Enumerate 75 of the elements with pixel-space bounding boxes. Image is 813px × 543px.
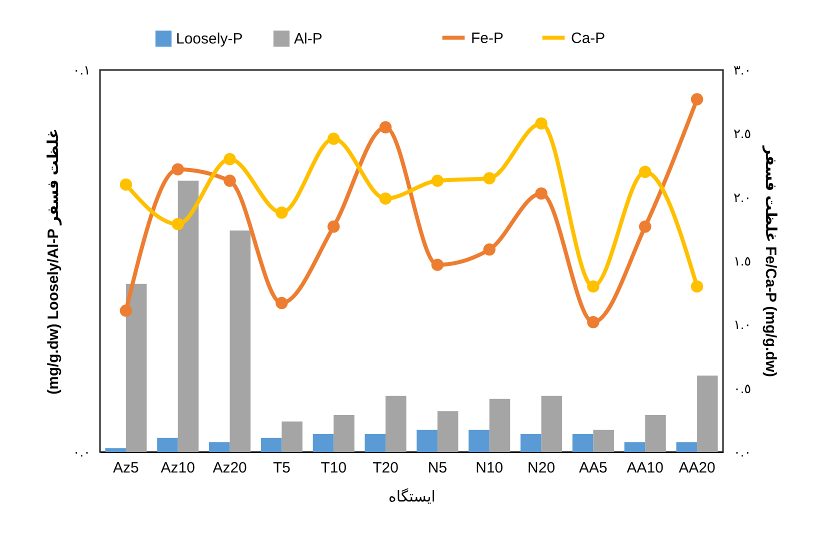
x-tick-label: AA20: [678, 460, 716, 476]
bar: [489, 398, 510, 452]
point: [587, 280, 600, 293]
x-tick-label: N10: [476, 460, 504, 476]
y2-tick-label: ١.٠: [734, 317, 752, 332]
bar: [416, 430, 438, 452]
x-tick-label: T20: [372, 460, 398, 476]
point: [276, 296, 288, 310]
bar: [676, 442, 698, 452]
point: [535, 187, 548, 200]
point: [483, 172, 496, 184]
x-tick-label: T10: [320, 460, 347, 476]
x-tick-label: N5: [428, 460, 448, 476]
point: [587, 316, 600, 328]
x-tick-label: N20: [528, 460, 556, 476]
point: [483, 243, 496, 256]
x-tick-label: Az10: [160, 460, 195, 476]
bar: [105, 448, 126, 452]
legend-label: Fe-P: [471, 30, 504, 47]
point: [431, 174, 444, 187]
point: [224, 153, 236, 166]
point: [379, 121, 392, 134]
y2-tick-label: ٢.٥: [734, 126, 752, 142]
point: [431, 258, 444, 271]
bar: [697, 376, 718, 452]
bar: [386, 396, 406, 452]
x-tick-label: Az20: [212, 460, 247, 476]
bar: [209, 442, 230, 452]
point: [224, 174, 236, 187]
point: [328, 220, 340, 233]
point: [120, 304, 132, 317]
point: [690, 280, 704, 293]
bar: [437, 411, 458, 452]
bar: [126, 284, 147, 452]
legend-label: Ca-P: [571, 30, 606, 47]
point: [172, 163, 184, 176]
point: [328, 132, 340, 145]
bar: [520, 434, 542, 452]
point: [639, 166, 652, 178]
bar: [157, 438, 178, 452]
y2-tick-label: ٠.٥: [734, 380, 752, 396]
bar: [541, 396, 562, 452]
point: [690, 93, 704, 106]
legend-label: Loosely-P: [176, 30, 243, 48]
point: [172, 218, 184, 230]
x-tick-label: Az5: [113, 460, 139, 476]
bar: [312, 434, 334, 452]
x-tick-label: T5: [272, 460, 290, 476]
bar: [334, 414, 354, 452]
bar: [282, 421, 302, 452]
bar: [230, 230, 251, 452]
y-tick-label: ٠.١: [72, 62, 90, 78]
point: [379, 192, 392, 205]
point: [120, 178, 132, 191]
y-axis-title: (mg/g.dw) Loosely/Al-P غلظت فسفر: [44, 128, 62, 394]
x-tick-label: AA5: [579, 460, 608, 476]
bar: [645, 414, 666, 452]
y2-tick-label: ٣.٠: [734, 62, 752, 78]
point: [535, 117, 548, 130]
bar: [593, 430, 614, 452]
y2-tick-label: ٢.٠: [734, 190, 752, 205]
y2-tick-label: ١.٥: [734, 254, 752, 268]
bar: [260, 438, 282, 452]
x-tick-label: AA10: [626, 460, 664, 476]
bar: [572, 434, 594, 452]
bar: [364, 434, 386, 452]
point: [276, 206, 288, 219]
y2-tick-label: ٠.٠: [734, 444, 752, 460]
bar: [624, 442, 646, 452]
legend-label: Al-P: [294, 30, 322, 48]
bar: [178, 180, 199, 452]
x-axis-title: ایستگاه: [388, 488, 436, 506]
bar: [468, 430, 490, 452]
y2-axis-title: غلظت فسفر Fe/Ca-P (mg/g.dw): [762, 145, 780, 377]
point: [639, 220, 652, 233]
